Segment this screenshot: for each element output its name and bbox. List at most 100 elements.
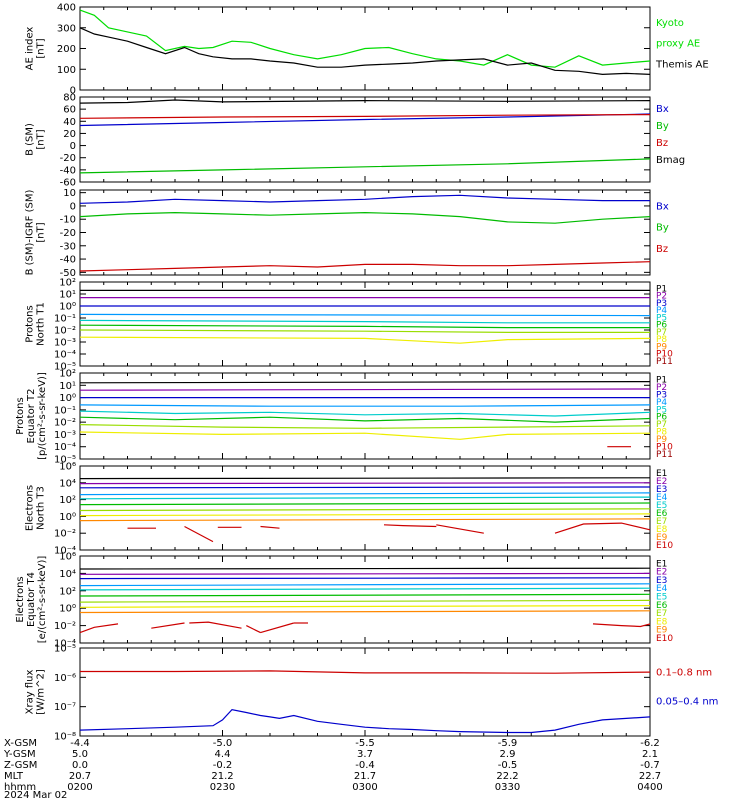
series-line-e10 [554, 522, 651, 534]
ephemeris-value: 22.7 [639, 771, 661, 782]
y-tick-label: 10⁻⁷ [54, 702, 76, 713]
ephemeris-value: 0330 [495, 782, 520, 793]
y-tick-label: 400 [57, 3, 76, 14]
y-tick-label: -40 [60, 165, 76, 176]
series-line-bz [79, 114, 651, 119]
legend-label: E4 [656, 584, 668, 594]
legend-label: E9 [656, 533, 668, 543]
y-tick-label: 200 [57, 44, 76, 55]
legend-label: P2 [656, 292, 667, 302]
y-axis-label: Equator T4 [26, 572, 37, 627]
legend-label: Bx [656, 201, 669, 212]
y-tick-label: 10² [59, 586, 76, 597]
y-tick-label: -20 [60, 153, 76, 164]
ephemeris-value: 4.4 [215, 749, 231, 760]
series-line-e4 [79, 583, 651, 587]
y-tick-label: 10⁻⁵ [54, 455, 76, 466]
ephemeris-value: -6.2 [640, 738, 660, 749]
legend-label: P10 [656, 443, 673, 453]
y-tick-label: 40 [63, 117, 76, 128]
y-tick-label: 10⁰ [59, 302, 76, 313]
series-line-bz [79, 261, 651, 272]
y-tick-label: 10⁻⁴ [54, 639, 76, 650]
series-line-p2 [79, 388, 651, 391]
series-line-e9 [79, 610, 651, 614]
series-line-e10 [79, 623, 119, 634]
panel-8: 10⁻⁵ 10⁻⁶ 10⁻⁷ 10⁻⁸ Xray flux [W/m^2] 0.1–0.8 … [25, 644, 719, 743]
series-line-e2 [79, 572, 651, 575]
legend-label: proxy AE [656, 39, 700, 50]
series-line-themis-ae [79, 27, 651, 76]
ephemeris-value: 0300 [352, 782, 377, 793]
legend-label: E7 [656, 609, 667, 619]
legend-label: P3 [656, 390, 667, 400]
y-tick-label: 10⁻¹ [54, 314, 76, 325]
y-tick-label: 60 [63, 105, 76, 116]
series-line-bx [79, 113, 651, 127]
series-line-p6 [79, 324, 650, 329]
legend-label: E2 [656, 477, 667, 487]
series-line-e10 [260, 525, 280, 529]
legend-label: E3 [656, 485, 667, 495]
y-tick-label: 10² [59, 278, 76, 289]
ephemeris-value: 0230 [210, 782, 235, 793]
series-line-e7 [79, 508, 651, 512]
panel-frame [79, 189, 651, 276]
legend-label: P8 [656, 428, 667, 438]
y-axis-label: B (SM) [25, 123, 36, 156]
series-line-kyoto-proxy-ae [79, 9, 651, 68]
ephemeris-value: 20.7 [69, 771, 91, 782]
ephemeris-value: -0.4 [355, 760, 375, 771]
legend-label: E5 [656, 593, 667, 603]
legend-label: E10 [656, 541, 673, 551]
y-tick-label: 10⁶ [59, 552, 76, 563]
series-line-by [79, 158, 651, 174]
legend-label: P10 [656, 350, 673, 360]
panel-3: -50 -40 -30 -20 -10 0 10 B (SM)-IGRF (SM) [nT] Bx… [25, 188, 669, 279]
series-line-0-1-0-8-nm [80, 670, 651, 674]
ephemeris-value: -5.5 [355, 738, 375, 749]
y-axis-label: Electrons [15, 576, 26, 622]
legend-label: E8 [656, 525, 668, 535]
y-tick-label: 10⁶ [59, 462, 76, 473]
y-tick-label: 10⁻⁴ [54, 350, 76, 361]
series-line-e8 [79, 513, 651, 517]
legend-label: 0.05–0.4 nm [656, 697, 718, 708]
ephemeris-value: -5.9 [498, 738, 518, 749]
ephemeris-value: 2.1 [642, 749, 658, 760]
ephemeris-value: 3.7 [357, 749, 373, 760]
series-line-p5 [79, 410, 651, 417]
panel-1: 0 100 200 300 400 AE index [nT] Kyoto proxy AE Th… [25, 3, 709, 97]
legend-label: E10 [656, 634, 673, 644]
y-tick-label: 10⁴ [59, 569, 76, 580]
legend-label: By [656, 223, 669, 234]
y-axis-label: Protons [25, 305, 36, 342]
legend-label: Kyoto [656, 18, 684, 29]
legend-label: Bz [656, 138, 668, 149]
series-line-p5 [79, 319, 650, 324]
y-tick-label: 0 [70, 141, 76, 152]
y-axis-label: B (SM)-IGRF (SM) [25, 190, 36, 276]
ephemeris-value: 0.0 [72, 760, 88, 771]
ephemeris-value: 21.2 [211, 771, 233, 782]
y-tick-label: 10⁻² [54, 418, 76, 429]
series-line-p8 [79, 431, 651, 440]
series-line-p8 [79, 336, 651, 344]
series-line-e8 [79, 605, 651, 608]
y-tick-label: -50 [60, 268, 76, 279]
series-line-e9 [79, 518, 651, 522]
series-line-e4 [79, 492, 651, 496]
y-tick-label: 10⁻⁶ [54, 673, 76, 684]
series-line-p7 [79, 424, 651, 429]
panel-frame [79, 647, 651, 737]
legend-label: P2 [656, 383, 667, 393]
series-line-0-05-0-4-nm [79, 708, 651, 734]
y-tick-label: -40 [60, 255, 76, 266]
series-line-e5 [79, 496, 651, 500]
series-line-e10 [246, 625, 261, 634]
ephemeris-value: -4.4 [70, 738, 90, 749]
legend-label: Bz [656, 244, 668, 255]
ephemeris-row-label: hhmm [4, 782, 36, 793]
legend-label: Bmag [656, 155, 685, 166]
series-line-e10 [260, 622, 294, 634]
